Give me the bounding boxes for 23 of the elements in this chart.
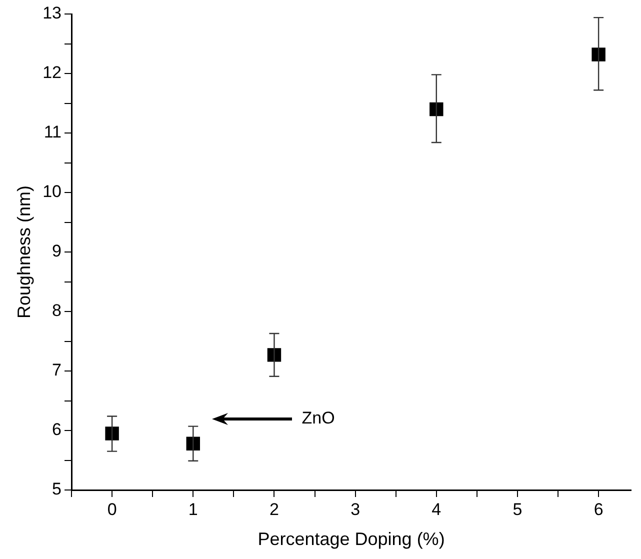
y-tick-label: 11 bbox=[44, 122, 62, 142]
y-tick-label: 5 bbox=[52, 480, 62, 499]
y-tick-label: 13 bbox=[42, 4, 62, 23]
point bbox=[186, 436, 200, 450]
x-tick-label: 3 bbox=[350, 500, 360, 519]
y-tick-label: 6 bbox=[52, 420, 62, 440]
x-tick-label: 1 bbox=[188, 500, 198, 519]
x-tick-label: 0 bbox=[107, 500, 117, 519]
y-tick-label: 10 bbox=[42, 182, 62, 202]
y-tick-label: 12 bbox=[42, 63, 62, 82]
annotation: ZnO bbox=[302, 408, 335, 428]
y-axis-title: Roughness (nm) bbox=[14, 185, 34, 319]
x-axis-title: Percentage Doping (%) bbox=[258, 529, 445, 550]
x-tick-label: 2 bbox=[269, 500, 279, 519]
x-tick-label: 4 bbox=[432, 500, 442, 519]
x-tick-label: 6 bbox=[594, 500, 604, 519]
y-tick-label: 8 bbox=[52, 301, 62, 320]
point bbox=[430, 102, 444, 116]
x-tick-label: 5 bbox=[512, 500, 522, 519]
point bbox=[592, 48, 606, 62]
y-tick-label: 9 bbox=[52, 242, 62, 261]
y-tick-label: 7 bbox=[52, 360, 62, 380]
point bbox=[105, 426, 119, 440]
